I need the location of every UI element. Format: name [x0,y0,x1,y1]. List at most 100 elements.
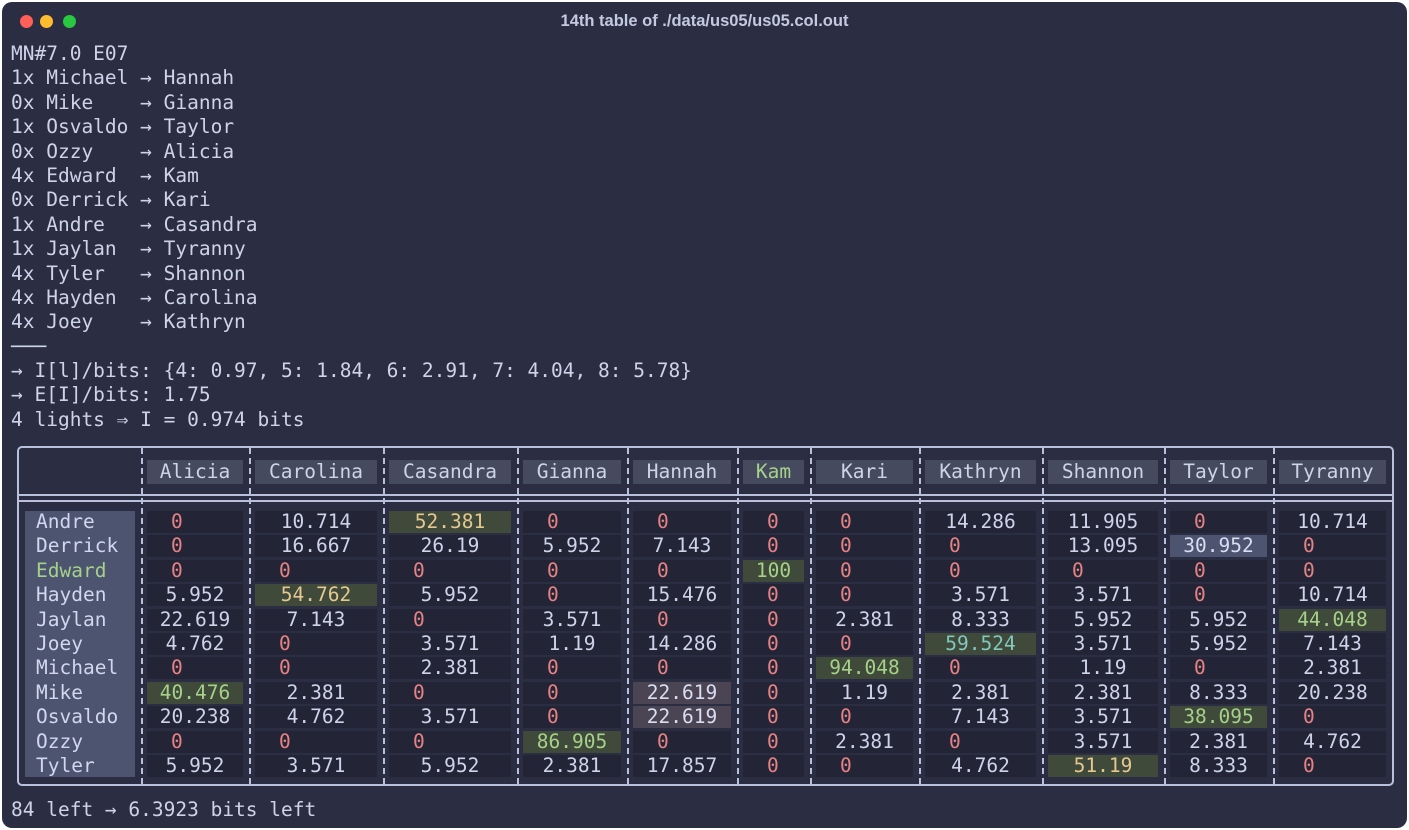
table-cell: 0 [816,535,913,558]
table-cell: 44.048 [1279,608,1386,631]
row-header-osvaldo: Osvaldo [36,705,119,729]
column-header-kathryn: Kathryn [925,460,1036,484]
table-cell: 54.762 [255,584,377,607]
table-cell: 14.286 [925,511,1036,533]
table-cell: 0 [147,511,243,533]
column-separator [810,448,812,784]
table-cell: 0 [1279,559,1386,582]
table-cell: 2.381 [255,681,377,704]
table-cell: 0 [389,681,511,704]
table-cell: 1.19 [1048,657,1158,680]
minimize-button[interactable] [40,15,53,28]
table-cell: 30.952 [1170,535,1267,558]
table-cell: 1.19 [523,633,621,655]
column-separator [1273,448,1275,784]
column-separator [737,448,739,784]
column-separator [517,448,519,784]
probability-table: Alicia Carolina Casandra Gianna Hannah Kam Kar… [17,446,1394,786]
table-cell: 0 [523,511,621,533]
table-cell: 3.571 [1048,706,1158,729]
table-cell: 7.143 [255,608,377,631]
table-cell: 22.619 [633,706,731,729]
row-header-derrick: Derrick [36,534,119,558]
table-cell: 0 [523,657,621,680]
column-header-casandra: Casandra [389,460,511,484]
table-cell: 0 [389,608,511,631]
row-header-tyler: Tyler [36,754,95,777]
column-header-carolina: Carolina [255,460,377,484]
column-separator [919,448,921,784]
table-cell: 0 [389,559,511,582]
table-cell: 0 [389,730,511,753]
table-cell: 4.762 [255,706,377,729]
column-separator [249,448,251,784]
table-cell: 0 [523,559,621,582]
table-cell: 0 [147,730,243,753]
table-cell: 94.048 [816,657,913,680]
table-cell: 0 [743,681,804,704]
table-cell: 17.857 [633,755,731,777]
row-header-background [25,511,135,777]
table-cell: 10.714 [1279,511,1386,533]
table-cell: 0 [147,535,243,558]
table-cell: 0 [743,657,804,680]
table-cell: 2.381 [1170,730,1267,753]
table-cell: 0 [925,535,1036,558]
table-cell: 4.762 [925,755,1036,777]
column-header-tyranny: Tyranny [1279,460,1386,484]
column-separator [1164,448,1166,784]
table-cell: 11.905 [1048,511,1158,533]
table-cell: 0 [1170,584,1267,607]
terminal-output: MN#7.0 E07 1x Michael → Hannah 0x Mike →… [11,42,692,432]
table-cell: 0 [743,755,804,777]
log-line: 1x Osvaldo → Taylor [11,115,235,139]
table-cell: 5.952 [389,584,511,607]
table-cell: 0 [1279,706,1386,729]
table-cell: 7.143 [925,706,1036,729]
log-line: 4x Edward → Kam [11,163,199,187]
table-cell: 0 [255,730,377,753]
table-cell: 15.476 [633,584,731,607]
header-separator [19,494,1392,502]
log-line: 4x Joey → Kathryn [11,310,246,334]
table-cell: 5.952 [147,755,243,777]
column-header-alicia: Alicia [147,460,243,484]
table-cell: 3.571 [1048,633,1158,655]
table-cell: 2.381 [523,755,621,777]
column-header-shannon: Shannon [1048,460,1158,484]
table-cell: 5.952 [389,755,511,777]
table-cell: 0 [255,559,377,582]
table-cell: 3.571 [1048,584,1158,607]
table-cell: 4.762 [1279,730,1386,753]
row-header-mike: Mike [36,680,83,704]
table-cell: 0 [523,706,621,729]
table-cell: 5.952 [523,535,621,558]
table-cell: 40.476 [147,681,243,704]
table-cell: 8.333 [1170,681,1267,704]
zoom-button[interactable] [63,15,76,28]
table-cell: 0 [147,559,243,582]
table-cell: 0 [925,559,1036,582]
table-cell: 0 [816,584,913,607]
table-cell: 86.905 [523,730,621,753]
table-cell: 0 [1279,535,1386,558]
column-header-gianna: Gianna [523,460,621,484]
table-cell: 7.143 [633,535,731,558]
table-cell: 38.095 [1170,706,1267,729]
log-line: 1x Jaylan → Tyranny [11,237,246,261]
table-cell: 0 [633,608,731,631]
footer-status: 84 left → 6.3923 bits left [11,798,317,821]
table-cell: 0 [255,657,377,680]
close-button[interactable] [20,15,33,28]
table-cell: 0 [816,633,913,655]
table-cell: 2.381 [816,608,913,631]
column-separator [1042,448,1044,784]
table-cell: 13.095 [1048,535,1158,558]
log-line: 0x Ozzy → Alicia [11,139,235,163]
table-cell: 0 [1170,657,1267,680]
title-bar: 14th table of ./data/us05/us05.col.out [2,2,1407,40]
table-cell: 14.286 [633,633,731,655]
table-cell: 0 [633,657,731,680]
row-header-joey: Joey [36,632,83,655]
table-cell: 0 [925,657,1036,680]
